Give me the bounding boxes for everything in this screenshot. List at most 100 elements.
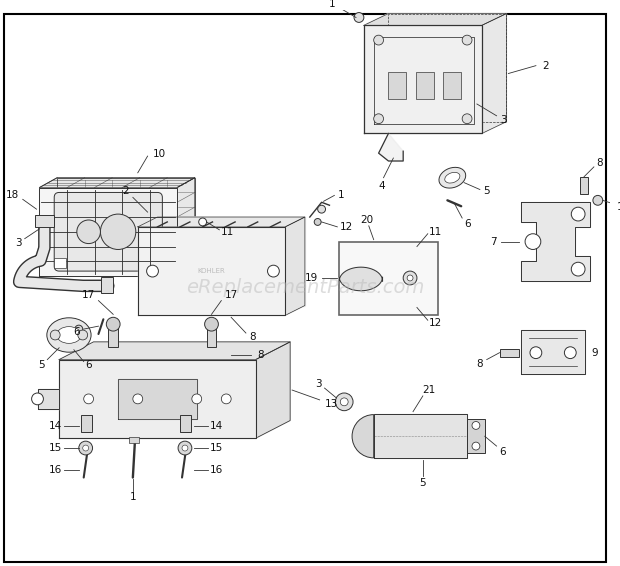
Text: 5: 5 <box>420 478 426 488</box>
Bar <box>206 325 216 347</box>
Text: 8: 8 <box>257 350 264 359</box>
Bar <box>129 437 139 443</box>
Circle shape <box>374 35 384 45</box>
Circle shape <box>106 318 120 331</box>
Text: 16: 16 <box>48 465 62 475</box>
Polygon shape <box>255 342 290 438</box>
Circle shape <box>82 445 89 451</box>
Polygon shape <box>40 178 195 276</box>
Polygon shape <box>339 267 383 291</box>
Text: 11: 11 <box>429 227 442 237</box>
Ellipse shape <box>445 173 460 183</box>
Circle shape <box>317 205 326 213</box>
Polygon shape <box>59 359 255 438</box>
Ellipse shape <box>439 168 466 188</box>
Text: 17: 17 <box>224 290 238 299</box>
Text: 6: 6 <box>464 219 471 229</box>
Circle shape <box>525 234 541 250</box>
Polygon shape <box>37 389 59 409</box>
Polygon shape <box>521 202 590 281</box>
Circle shape <box>593 195 603 205</box>
Text: 13: 13 <box>325 399 338 409</box>
Ellipse shape <box>47 318 91 352</box>
Text: 6: 6 <box>86 361 92 371</box>
Text: 1: 1 <box>329 0 335 8</box>
Text: 2: 2 <box>542 61 549 71</box>
Circle shape <box>530 347 542 359</box>
Polygon shape <box>374 414 467 458</box>
Circle shape <box>205 318 218 331</box>
Circle shape <box>462 114 472 123</box>
Text: 8: 8 <box>477 358 483 368</box>
Polygon shape <box>482 14 507 134</box>
Polygon shape <box>40 178 195 187</box>
Text: eReplacementParts.com: eReplacementParts.com <box>186 278 424 297</box>
Polygon shape <box>364 14 507 25</box>
Bar <box>443 71 461 99</box>
Text: 18: 18 <box>6 190 20 200</box>
Bar <box>82 445 89 450</box>
Text: 4: 4 <box>378 181 385 191</box>
Bar <box>180 415 191 432</box>
Text: 5: 5 <box>484 186 490 196</box>
Text: 15: 15 <box>48 443 62 453</box>
Wedge shape <box>352 415 374 458</box>
Text: 2: 2 <box>123 186 130 196</box>
Circle shape <box>564 347 576 359</box>
Circle shape <box>84 394 94 404</box>
Circle shape <box>192 394 202 404</box>
Text: 5: 5 <box>38 361 45 371</box>
Text: 1: 1 <box>338 190 345 200</box>
Circle shape <box>267 265 280 277</box>
Text: 6: 6 <box>499 447 506 457</box>
Text: 17: 17 <box>82 290 95 299</box>
Circle shape <box>78 330 87 340</box>
Polygon shape <box>521 330 585 374</box>
Polygon shape <box>364 25 482 134</box>
Polygon shape <box>157 217 305 306</box>
Text: 14: 14 <box>48 422 62 431</box>
Polygon shape <box>59 342 290 359</box>
Bar <box>339 242 438 315</box>
Circle shape <box>340 398 348 406</box>
Circle shape <box>133 394 143 404</box>
Polygon shape <box>379 134 403 161</box>
Text: 7: 7 <box>490 237 497 247</box>
Bar <box>580 177 588 195</box>
Polygon shape <box>138 227 285 315</box>
Circle shape <box>462 35 472 45</box>
Circle shape <box>32 393 43 405</box>
Polygon shape <box>57 178 195 266</box>
Circle shape <box>79 441 92 455</box>
Bar <box>389 71 406 99</box>
Circle shape <box>221 394 231 404</box>
Polygon shape <box>177 178 195 276</box>
FancyBboxPatch shape <box>54 192 162 271</box>
Circle shape <box>407 275 413 281</box>
Bar <box>54 258 66 268</box>
Circle shape <box>472 442 480 450</box>
Text: 11: 11 <box>221 227 234 237</box>
Bar <box>81 415 92 432</box>
Circle shape <box>472 422 480 430</box>
Ellipse shape <box>56 327 81 344</box>
Circle shape <box>100 214 136 250</box>
Text: 20: 20 <box>360 215 373 225</box>
Bar <box>467 418 485 453</box>
Text: 15: 15 <box>210 443 223 453</box>
Polygon shape <box>40 187 177 276</box>
Circle shape <box>335 393 353 411</box>
Circle shape <box>314 218 321 225</box>
Text: 12: 12 <box>340 222 353 232</box>
Text: 14: 14 <box>210 422 223 431</box>
Circle shape <box>178 441 192 455</box>
Circle shape <box>182 445 188 451</box>
Circle shape <box>50 330 60 340</box>
Polygon shape <box>389 14 507 122</box>
Text: 8: 8 <box>596 158 603 168</box>
Text: 12: 12 <box>429 318 442 328</box>
Text: 1: 1 <box>617 202 620 212</box>
Text: 8: 8 <box>249 332 256 342</box>
Text: 3: 3 <box>316 379 322 389</box>
Circle shape <box>403 271 417 285</box>
